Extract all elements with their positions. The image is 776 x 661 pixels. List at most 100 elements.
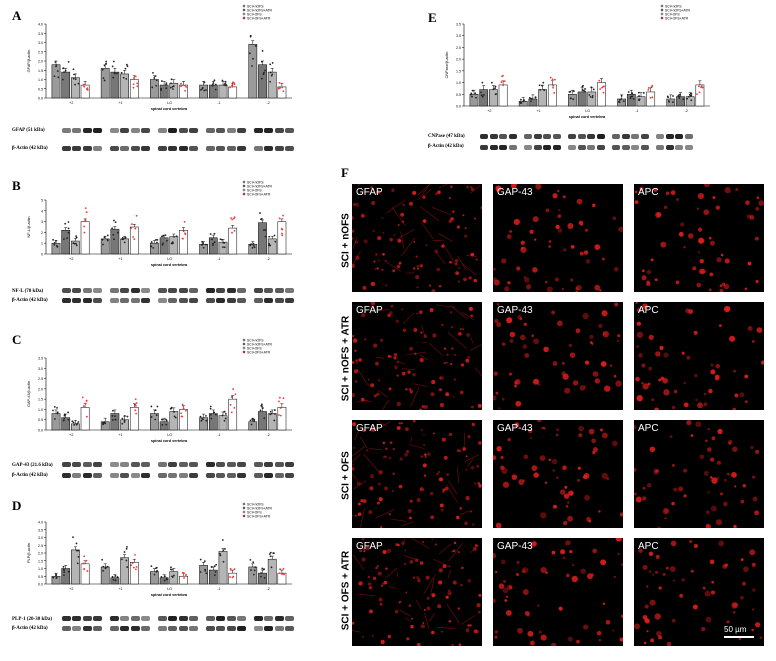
fluorescent-cell	[569, 549, 573, 554]
fluorescent-cell	[715, 205, 721, 210]
data-point	[72, 421, 75, 424]
fluorescent-cell	[578, 425, 585, 432]
blot-band	[178, 288, 188, 293]
data-point	[264, 229, 267, 231]
glial-process	[408, 444, 425, 449]
data-point	[150, 241, 153, 243]
glial-process	[428, 613, 435, 622]
micrograph-texture	[352, 302, 482, 410]
glial-process	[464, 454, 480, 462]
blot-band	[72, 473, 82, 478]
data-point	[270, 74, 273, 77]
blot-band	[656, 145, 664, 150]
fluorescent-cell	[698, 237, 705, 244]
fluorescent-cell	[556, 476, 559, 479]
fluorescent-cell	[688, 309, 694, 315]
fluorescent-cell	[419, 561, 424, 565]
fluorescent-cell	[704, 590, 711, 597]
fluorescent-cell	[423, 433, 425, 436]
data-point	[263, 417, 266, 420]
data-point	[73, 73, 75, 76]
data-point	[261, 405, 263, 407]
fluorescent-cell	[496, 303, 500, 306]
y-axis-label: CNPase/β-actin	[445, 52, 449, 79]
fluorescent-cell	[419, 357, 424, 363]
glial-process	[410, 538, 430, 549]
data-point	[480, 91, 482, 94]
data-point	[106, 238, 109, 241]
fluorescent-cell	[474, 544, 478, 548]
glial-process	[463, 432, 466, 453]
fluorescent-cell	[503, 579, 507, 583]
fluorescent-cell	[707, 491, 710, 494]
data-point	[221, 414, 224, 417]
fluorescent-cell	[459, 390, 464, 395]
fluorescent-cell	[719, 288, 724, 292]
blot-band	[543, 134, 552, 139]
fluorescent-cell	[425, 244, 428, 247]
data-point	[136, 82, 139, 85]
blot-e-top-label: CNPase (47 kDa)	[428, 134, 465, 139]
data-point	[651, 85, 653, 88]
data-point	[231, 218, 234, 221]
data-point	[154, 418, 157, 421]
fluorescent-cell	[476, 464, 480, 468]
fluorescent-cell	[650, 258, 654, 262]
data-point	[214, 88, 217, 91]
fluorescent-cell	[712, 196, 716, 199]
glial-process	[446, 603, 460, 624]
fluorescent-cell	[548, 240, 552, 243]
fluorescent-cell	[355, 514, 357, 517]
data-point	[126, 415, 129, 418]
fluorescent-cell	[671, 405, 676, 410]
data-point	[213, 565, 216, 568]
fluorescent-cell	[589, 341, 593, 344]
glial-process	[371, 308, 390, 313]
data-point	[175, 235, 178, 238]
fluorescent-cell	[495, 391, 499, 395]
bar	[80, 221, 90, 255]
data-point	[52, 576, 55, 579]
fluorescent-cell	[681, 351, 685, 355]
data-point	[277, 414, 280, 416]
fluorescent-cell	[672, 579, 676, 582]
glial-process	[391, 206, 406, 226]
data-point	[85, 399, 88, 402]
data-point	[72, 77, 75, 80]
data-point	[153, 573, 156, 576]
fluorescent-cell	[703, 470, 709, 476]
blot-band	[93, 616, 103, 621]
micrograph-stain-label: APC	[638, 423, 659, 434]
blot-band	[552, 145, 561, 150]
fluorescent-cell	[523, 275, 526, 279]
blot-strip-b-top	[60, 286, 300, 295]
data-point	[542, 81, 545, 84]
bar	[51, 413, 61, 431]
fluorescent-cell	[357, 502, 361, 506]
fluorescent-cell	[709, 559, 715, 565]
data-point	[259, 212, 261, 214]
fluorescent-cell	[370, 282, 373, 285]
fluorescent-cell	[734, 393, 739, 398]
fluorescent-cell	[468, 306, 473, 311]
fluorescent-cell	[752, 496, 758, 502]
fluorescent-cell	[450, 362, 453, 365]
fluorescent-cell	[422, 622, 425, 624]
data-point	[204, 243, 207, 246]
fluorescent-cell	[352, 338, 358, 343]
fluorescent-cell	[494, 635, 498, 639]
fluorescent-cell	[458, 267, 460, 269]
blot-band	[226, 616, 236, 621]
glial-process	[353, 554, 365, 570]
fluorescent-cell	[424, 453, 427, 456]
blot-band	[178, 146, 188, 151]
blot-band	[254, 288, 263, 293]
legend-label: SCI+OFS+ATR	[665, 16, 689, 20]
x-axis-title: spinal cord vertebra	[151, 263, 188, 267]
fluorescent-cell	[438, 388, 443, 392]
fluorescent-cell	[430, 392, 435, 397]
fluorescent-cell	[692, 604, 698, 610]
fluorescent-cell	[642, 486, 646, 490]
fluorescent-cell	[583, 385, 587, 388]
